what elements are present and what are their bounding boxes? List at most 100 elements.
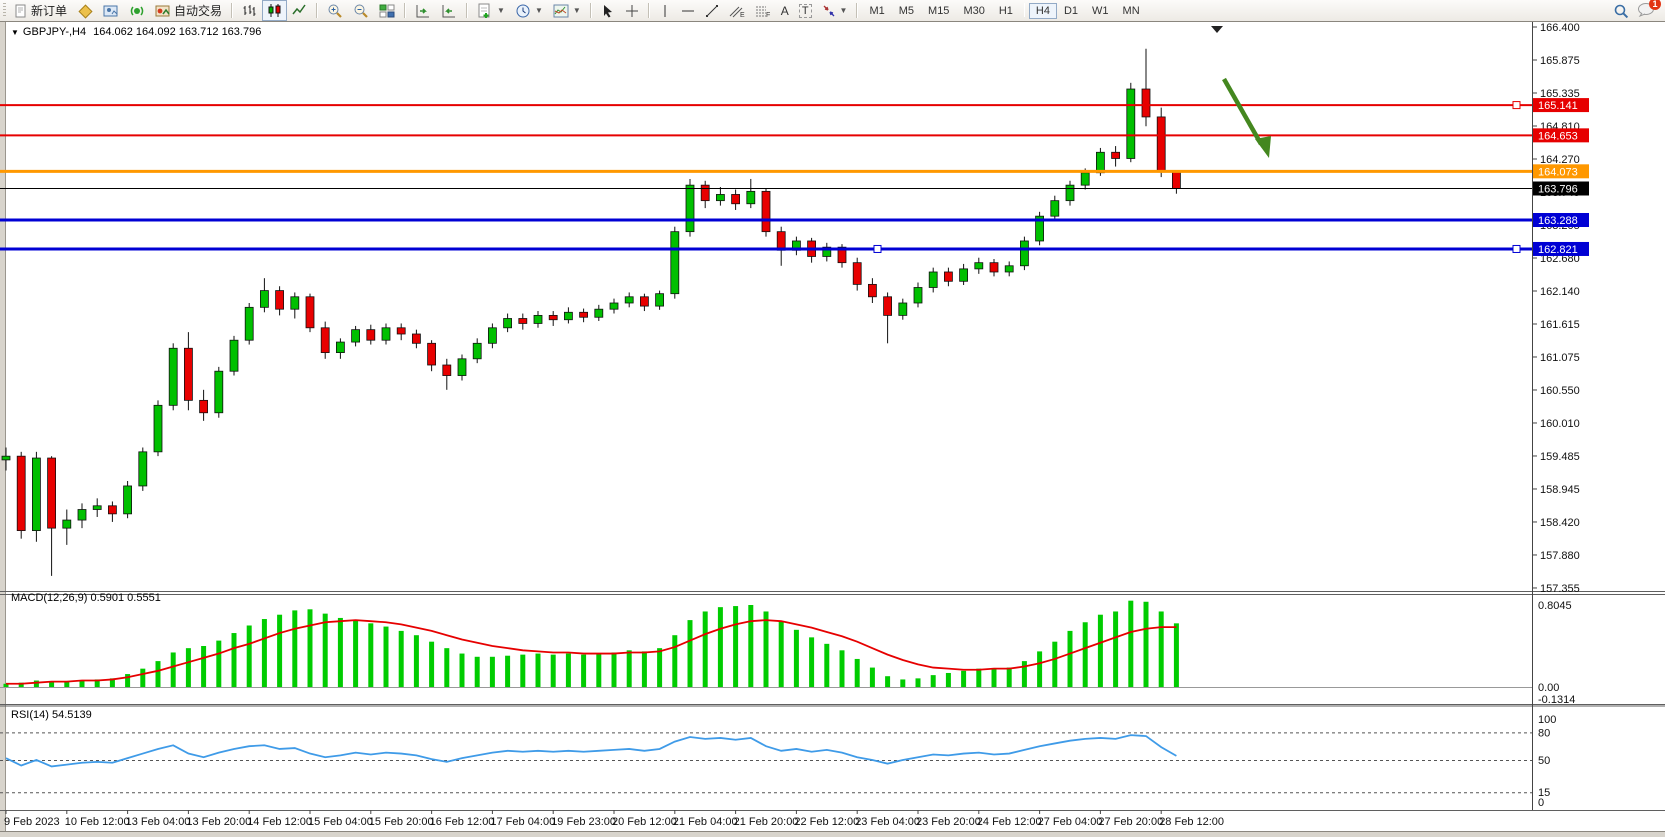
timeframe-button-m5[interactable]: M5 — [898, 4, 915, 17]
candle-body — [168, 347, 178, 406]
strategy-tester-button[interactable] — [98, 0, 124, 21]
svg-text:E: E — [740, 12, 745, 18]
macd-histogram-bar — [854, 658, 860, 687]
macd-indicator-label: MACD(12,26,9) 0.5901 0.5551 — [11, 592, 161, 604]
periods-button[interactable]: ▼ — [510, 0, 548, 21]
text-label-tool[interactable]: T — [794, 0, 817, 21]
indicators-button[interactable]: ▼ — [472, 0, 510, 21]
candle-body — [123, 485, 132, 515]
timeframe-button-d1[interactable]: D1 — [1063, 4, 1079, 17]
macd-histogram-bar — [885, 676, 891, 687]
candle-body — [609, 302, 619, 310]
new-order-button[interactable]: 新订单 — [9, 0, 72, 21]
trendline-tool[interactable] — [700, 0, 724, 21]
chart-ohlc: 164.062 164.092 163.712 163.796 — [93, 26, 262, 38]
price-tick-label: 159.485 — [1540, 451, 1580, 463]
signals-button[interactable] — [124, 0, 150, 21]
cursor-icon — [603, 4, 612, 17]
clock-icon — [516, 4, 530, 17]
macd-histogram-bar — [1143, 601, 1149, 687]
candle-body — [275, 290, 285, 310]
price-tick-label: 166.400 — [1540, 22, 1580, 34]
timeframe-button-m15[interactable]: M15 — [928, 4, 950, 17]
macd-histogram-bar — [459, 653, 465, 687]
candle-body — [351, 329, 361, 343]
chevron-down-icon: ▼ — [572, 6, 581, 15]
zoom-out-button[interactable] — [348, 0, 374, 21]
timeframe-button-h4[interactable]: H4 — [1028, 2, 1057, 19]
time-axis-label: 23 Feb 04:00 — [855, 816, 920, 828]
candle-body — [457, 358, 467, 376]
candle-body — [16, 455, 26, 532]
timeframe-button-h1[interactable]: H1 — [998, 4, 1013, 17]
left-edge-strip — [0, 21, 5, 831]
time-axis-label: 9 Feb 2023 — [4, 816, 60, 828]
macd-histogram-bar — [201, 645, 207, 687]
horizontal-lines: 165.141 164.653 164.073 163.796 163.288 162.8… — [0, 98, 1589, 256]
price-line-label — [1533, 128, 1589, 143]
horizontal-line-tool[interactable] — [676, 0, 700, 21]
timeframe-button-mn[interactable]: MN — [1122, 4, 1140, 17]
symbol-dropdown-icon[interactable]: ▼ — [11, 28, 19, 37]
candle-body — [229, 339, 239, 372]
market-watch-button[interactable] — [72, 0, 98, 21]
chart-line-button[interactable] — [287, 0, 312, 21]
time-axis-label: 27 Feb 04:00 — [1038, 816, 1103, 828]
macd-histogram-bar — [79, 680, 85, 687]
cursor-button[interactable] — [596, 0, 620, 21]
timeframe-button-m30[interactable]: M30 — [963, 4, 985, 17]
templates-button[interactable]: ▼ — [548, 0, 586, 21]
timeframe-button-w1[interactable]: W1 — [1092, 4, 1109, 17]
macd-histogram-bar — [824, 643, 830, 687]
macd-histogram-bar — [1021, 661, 1027, 687]
price-tick-label: 165.335 — [1540, 88, 1580, 100]
zoom-out-icon — [354, 4, 368, 18]
text-tool[interactable]: A — [776, 0, 794, 21]
tile-windows-button[interactable] — [374, 0, 400, 21]
candle-body — [944, 271, 953, 282]
macd-histogram-bar — [930, 675, 936, 687]
fibonacci-tool[interactable]: F — [750, 0, 776, 21]
candle-body — [533, 314, 543, 324]
chat-button[interactable]: 1 — [1637, 0, 1661, 20]
chart-bars-button[interactable] — [237, 0, 262, 21]
hline-handle[interactable] — [1512, 101, 1521, 110]
autotrading-button[interactable]: 自动交易 — [150, 0, 227, 21]
svg-text:164.653: 164.653 — [1538, 130, 1578, 142]
macd-histogram-bar — [33, 680, 39, 687]
candle-body — [700, 184, 710, 202]
separator — [466, 3, 469, 18]
price-axis: 166.400165.875165.335164.810164.270163.7… — [1532, 22, 1580, 810]
channel-tool[interactable]: E — [724, 0, 750, 21]
price-tick-label: 157.355 — [1540, 583, 1580, 595]
price-tick-label: 164.270 — [1540, 154, 1580, 166]
macd-histogram-bar — [809, 637, 815, 687]
time-axis-label: 15 Feb 20:00 — [369, 816, 434, 828]
chart-candles-button[interactable] — [262, 0, 288, 21]
candle-body — [503, 318, 513, 329]
candle-body — [77, 509, 87, 521]
candle-body — [1172, 171, 1181, 189]
chart-shift-button[interactable] — [436, 0, 462, 21]
chart-canvas[interactable]: 166.400165.875165.335164.810164.270163.7… — [0, 21, 1665, 837]
chart-shift-marker[interactable] — [1211, 26, 1223, 33]
macd-histogram-bar — [231, 633, 237, 687]
annotation-arrow[interactable] — [1222, 77, 1271, 158]
separator — [231, 3, 234, 18]
macd-histogram-bar — [1052, 641, 1058, 687]
price-tick-label: 160.010 — [1540, 418, 1580, 430]
zoom-in-button[interactable] — [322, 0, 348, 21]
hline-handle[interactable] — [1512, 244, 1521, 253]
arrows-icon — [823, 5, 835, 16]
new-order-label: 新订单 — [31, 4, 68, 18]
hline-center-handle[interactable] — [873, 244, 882, 253]
search-icon[interactable] — [1613, 3, 1629, 19]
macd-histogram-bar — [94, 679, 100, 687]
macd-scale-max: 0.8045 — [1538, 600, 1572, 612]
candle-body — [579, 311, 588, 318]
timeframe-button-m1[interactable]: M1 — [869, 4, 885, 17]
vertical-line-tool[interactable] — [654, 0, 676, 21]
arrows-tool[interactable]: ▼ — [817, 0, 853, 21]
auto-scroll-button[interactable] — [410, 0, 436, 21]
crosshair-button[interactable] — [620, 0, 644, 21]
